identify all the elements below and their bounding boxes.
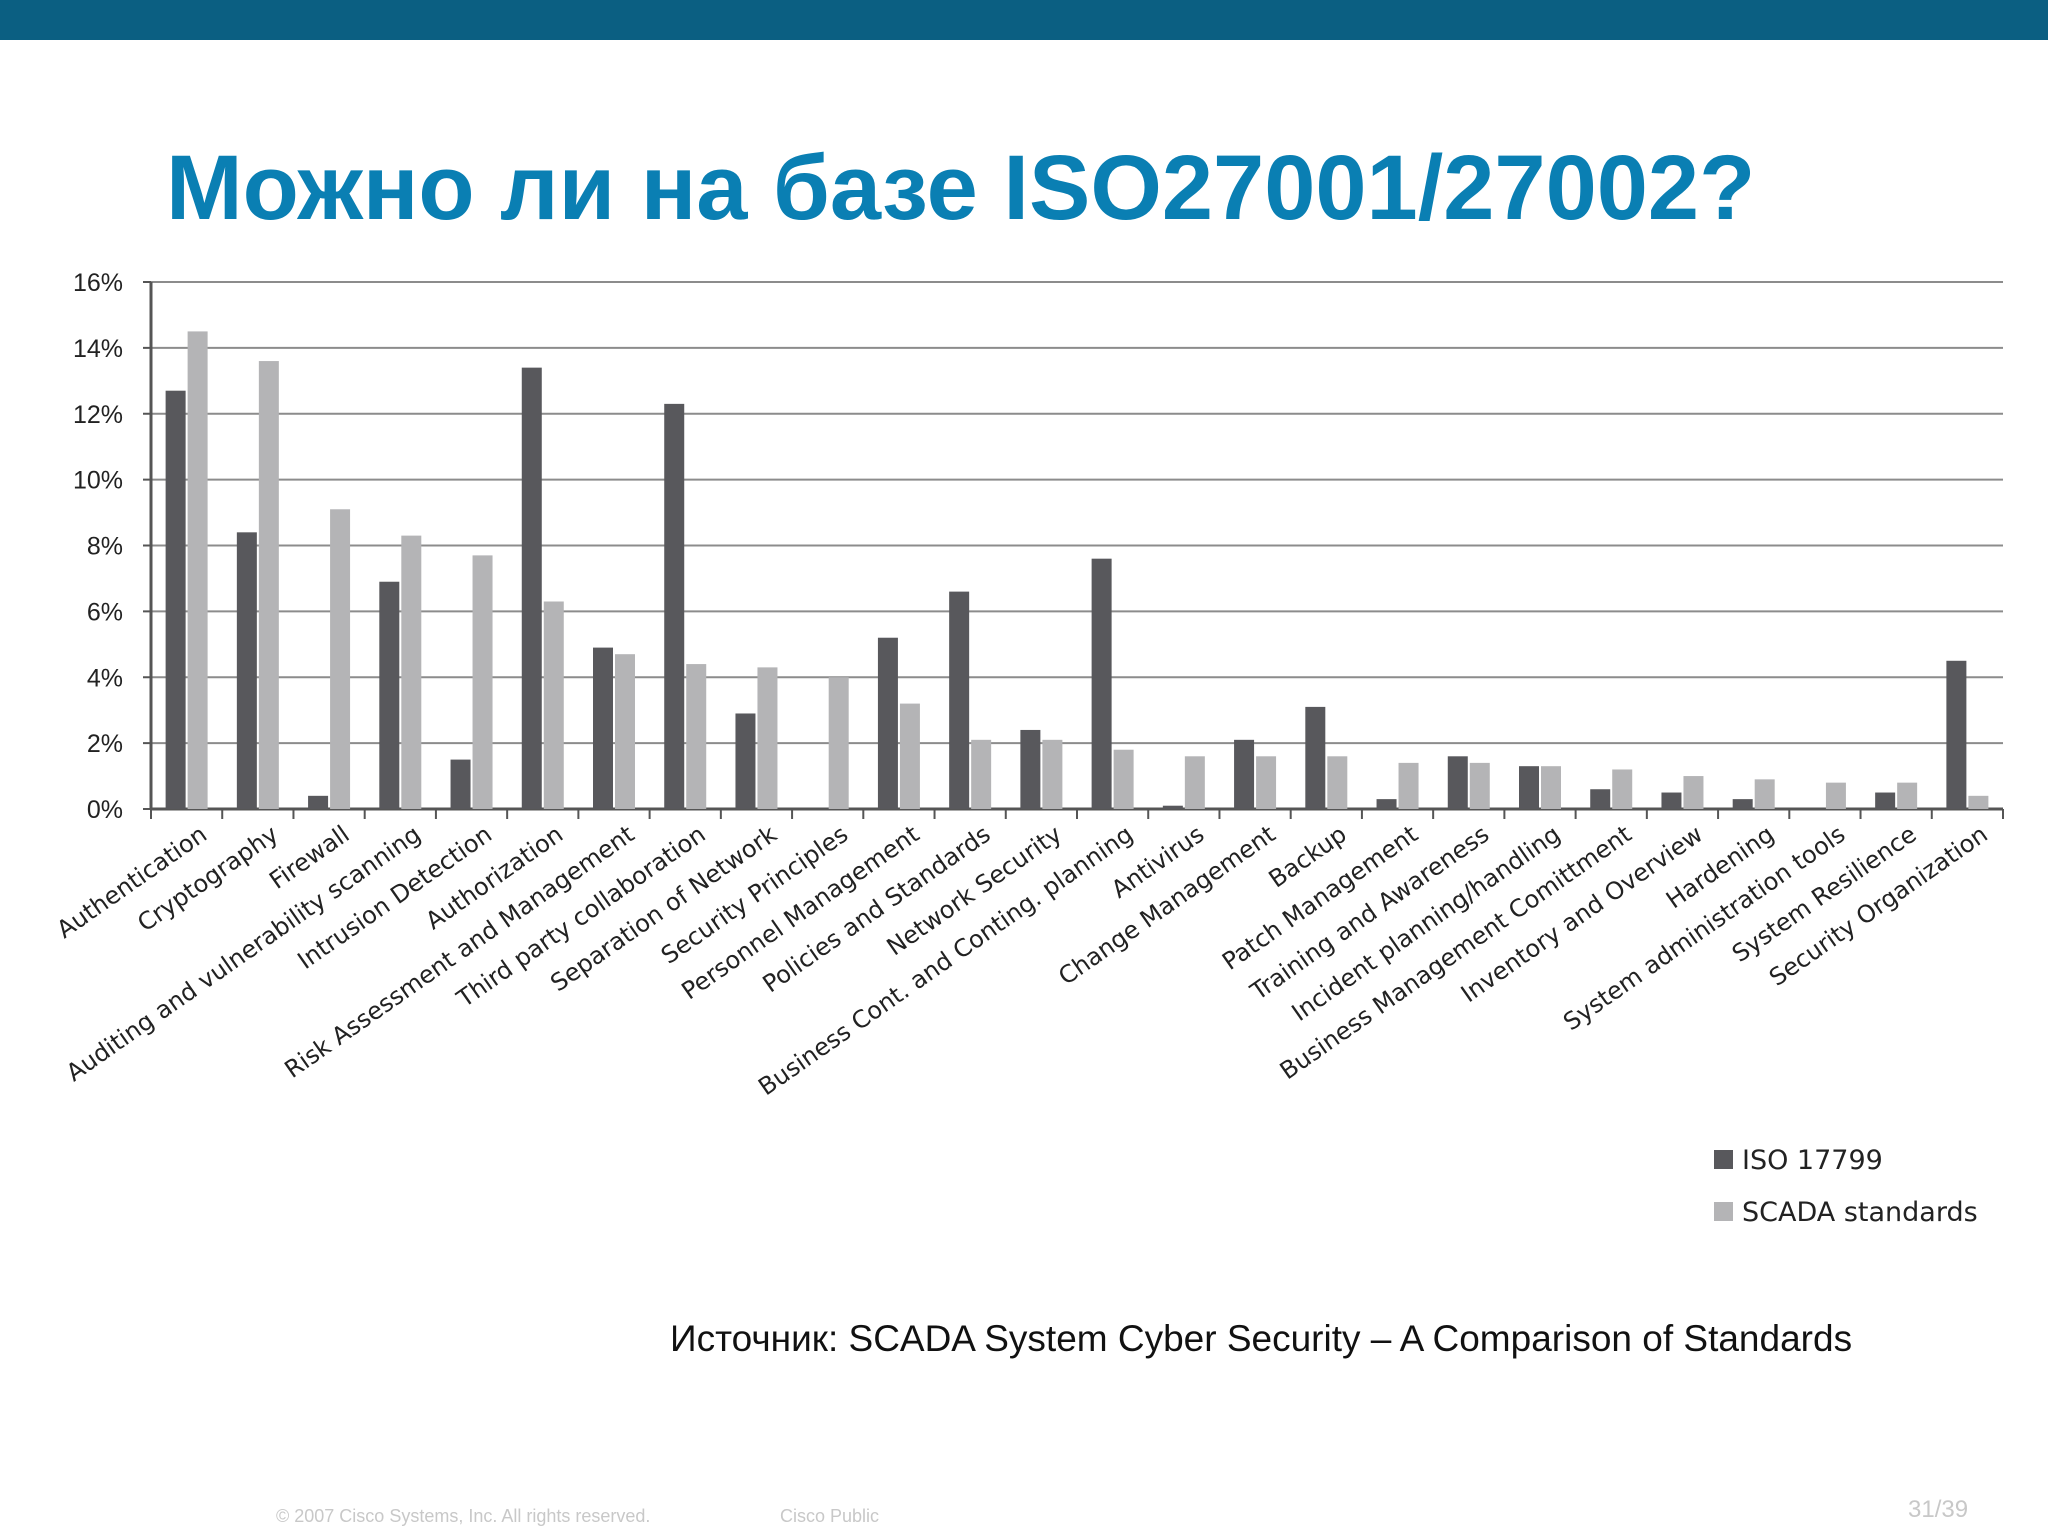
bar-scada-standards: [1256, 756, 1277, 809]
bar-scada-standards: [899, 703, 920, 809]
bar-iso-17799: [379, 581, 400, 809]
bar-scada-standards: [401, 535, 422, 809]
bar-scada-standards: [828, 677, 849, 809]
y-tick-label: 16%: [73, 269, 123, 297]
y-tick-label: 2%: [87, 730, 123, 758]
y-tick-label: 6%: [87, 598, 123, 626]
bar-iso-17799: [1305, 706, 1326, 809]
bar-scada-standards: [1398, 762, 1419, 809]
bar-scada-standards: [1469, 762, 1490, 809]
bar-iso-17799: [593, 647, 613, 809]
source-note: Источник: SCADA System Cyber Security – …: [670, 1318, 1853, 1359]
legend-swatch: [1714, 1150, 1733, 1169]
bar-scada-standards: [1683, 776, 1704, 809]
bar-scada-standards: [472, 555, 493, 809]
y-tick-label: 4%: [87, 664, 123, 692]
slide-title: Можно ли на базе ISO27001/27002?: [166, 137, 1756, 239]
bar-iso-17799: [1946, 660, 1967, 809]
legend-swatch: [1714, 1202, 1733, 1221]
bar-iso-17799: [450, 759, 471, 809]
bar-scada-standards: [258, 361, 279, 809]
page-number: 31/39: [1908, 1496, 1969, 1523]
bar-scada-standards: [1825, 782, 1846, 809]
bar-scada-standards: [1612, 769, 1633, 809]
bar-iso-17799: [1447, 756, 1468, 809]
bar-iso-17799: [1519, 766, 1539, 809]
bar-scada-standards: [757, 667, 778, 809]
bar-scada-standards: [1042, 739, 1063, 809]
bar-scada-standards: [1113, 749, 1134, 809]
legend-label: ISO 17799: [1742, 1145, 1883, 1176]
bar-iso-17799: [1661, 792, 1682, 809]
bar-iso-17799: [165, 390, 186, 809]
y-tick-label: 14%: [73, 335, 123, 363]
header-bar: [0, 0, 2048, 40]
bar-scada-standards: [330, 509, 351, 809]
bar-iso-17799: [1376, 799, 1397, 809]
bar-scada-standards: [187, 331, 208, 809]
bar-iso-17799: [1091, 558, 1112, 809]
bar-chart: 0%2%4%6%8%10%12%14%16%AuthenticationCryp…: [52, 269, 2004, 1228]
bar-scada-standards: [615, 654, 635, 809]
bar-iso-17799: [949, 591, 970, 809]
bar-iso-17799: [1020, 729, 1041, 809]
bar-scada-standards: [1541, 766, 1561, 809]
bar-scada-standards: [1327, 756, 1348, 809]
y-tick-label: 0%: [87, 796, 123, 824]
bar-scada-standards: [543, 601, 564, 809]
bar-scada-standards: [971, 739, 992, 809]
bar-scada-standards: [1754, 779, 1775, 809]
bar-iso-17799: [236, 532, 257, 809]
y-tick-label: 8%: [87, 533, 123, 561]
bar-iso-17799: [1732, 799, 1753, 809]
bar-iso-17799: [1234, 739, 1255, 809]
bar-scada-standards: [686, 664, 707, 809]
bar-iso-17799: [735, 713, 756, 809]
y-tick-label: 12%: [73, 401, 123, 429]
legend-label: SCADA standards: [1742, 1197, 1978, 1228]
bar-iso-17799: [877, 637, 898, 809]
bar-iso-17799: [1875, 792, 1896, 809]
bar-iso-17799: [1162, 805, 1183, 809]
bar-iso-17799: [308, 795, 329, 809]
bar-iso-17799: [1590, 789, 1611, 809]
bar-scada-standards: [1897, 782, 1918, 809]
bar-scada-standards: [1184, 756, 1205, 809]
y-tick-label: 10%: [73, 467, 123, 495]
footer-copyright: © 2007 Cisco Systems, Inc. All rights re…: [276, 1506, 651, 1526]
footer-classification: Cisco Public: [780, 1506, 880, 1526]
bar-iso-17799: [664, 403, 685, 809]
bar-iso-17799: [521, 367, 542, 809]
bar-scada-standards: [1968, 795, 1989, 809]
